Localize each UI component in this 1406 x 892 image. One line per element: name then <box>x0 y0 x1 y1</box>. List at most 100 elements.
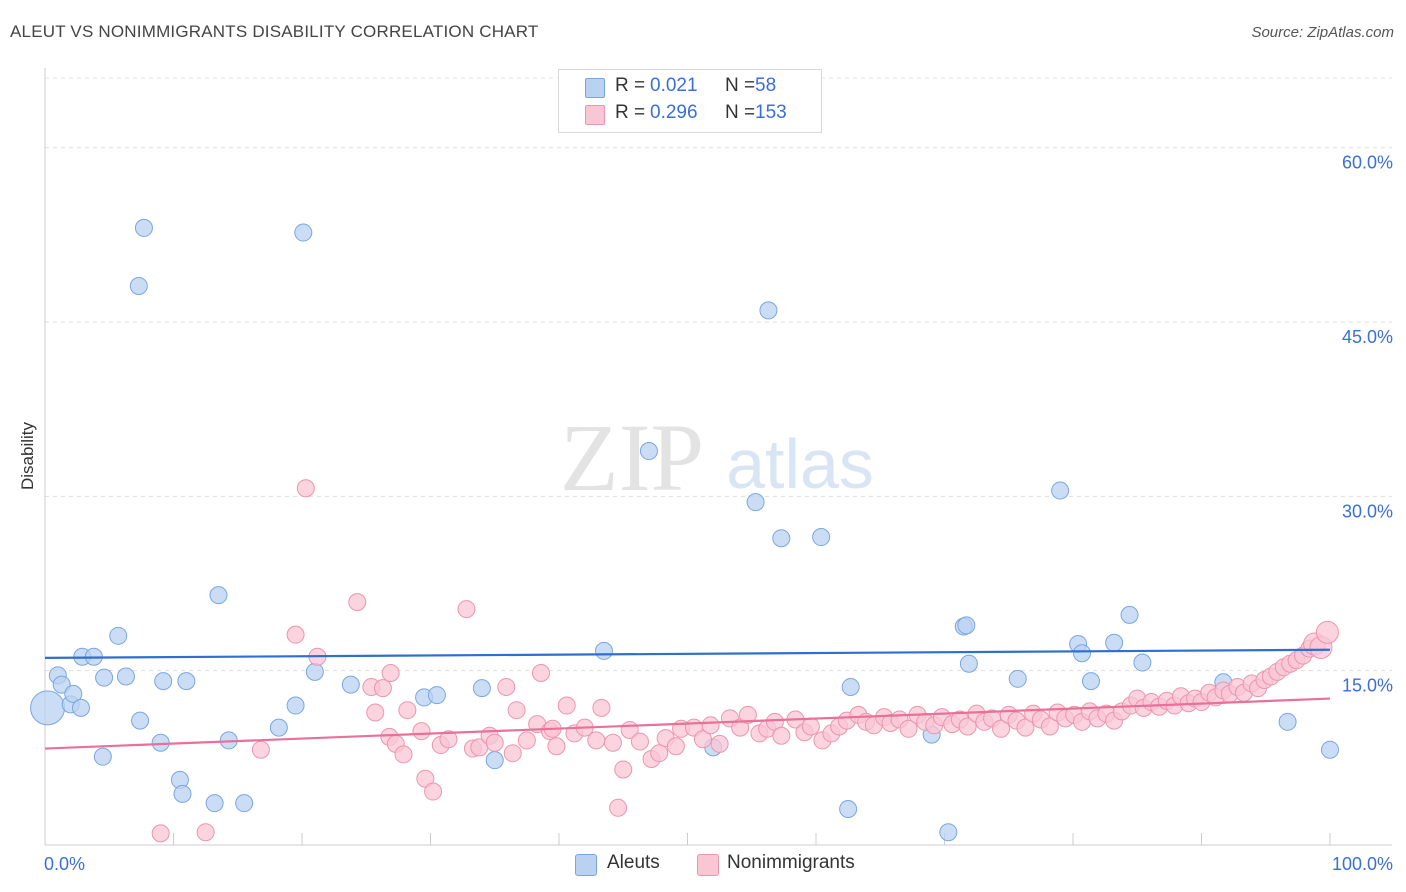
data-points <box>30 218 1339 843</box>
nonimmigrant-point <box>366 703 385 722</box>
aleut-point <box>772 529 791 548</box>
nonimmigrant-point <box>557 696 576 715</box>
aleut-point <box>131 711 150 730</box>
aleut-point <box>759 301 778 320</box>
aleut-point <box>959 654 978 673</box>
nonimmigrant-point <box>196 823 215 842</box>
legend-label-aleuts: Aleuts <box>607 852 660 873</box>
aleut-trend-line <box>44 648 1331 659</box>
legend-r-value: 0.296 <box>650 102 698 123</box>
nonimmigrant-point <box>899 719 918 738</box>
legend-swatch-aleuts <box>585 78 605 98</box>
nonimmigrant-point <box>348 593 367 612</box>
nonimmigrant-point <box>738 705 757 724</box>
nonimmigrant-point <box>394 745 413 764</box>
legend-n-label: N = <box>725 75 756 96</box>
legend-row-aleuts: R = 0.021 N = 58 <box>559 73 821 101</box>
watermark: ZIP atlas <box>560 404 874 511</box>
trend-lines <box>44 648 1331 750</box>
aleut-point <box>1081 672 1100 691</box>
nonimmigrant-point <box>412 722 431 741</box>
y-tick-label: 45.0% <box>1342 327 1393 347</box>
aleut-point <box>71 698 90 717</box>
nonimmigrant-point <box>801 717 820 736</box>
nonimmigrant-point <box>650 744 669 763</box>
nonimmigrant-point <box>603 733 622 752</box>
nonimmigrant-point <box>424 782 443 801</box>
grid-lines <box>45 77 1392 672</box>
nonimmigrant-point <box>497 677 516 696</box>
aleut-point <box>64 684 83 703</box>
nonimmigrant-point <box>286 625 305 644</box>
legend-row-nonimmigrants: R = 0.296 N = 153 <box>559 100 821 128</box>
series-legend: Aleuts Nonimmigrants <box>0 852 1406 878</box>
nonimmigrant-point <box>609 798 628 817</box>
aleut-point <box>294 223 313 242</box>
aleut-point <box>1072 644 1091 663</box>
aleut-point <box>116 667 135 686</box>
nonimmigrant-point <box>296 479 315 498</box>
aleut-point <box>1051 481 1070 500</box>
aleut-point <box>939 823 958 842</box>
y-tick-label: 60.0% <box>1342 153 1393 173</box>
nonimmigrant-point <box>1016 718 1035 737</box>
source-label: Source: ZipAtlas.com <box>1251 24 1394 41</box>
aleut-point <box>173 784 192 803</box>
aleut-point <box>1008 669 1027 688</box>
nonimmigrant-point <box>772 726 791 745</box>
nonimmigrant-point <box>532 664 551 683</box>
legend-r-label: R = <box>615 75 646 96</box>
aleut-point <box>1120 605 1139 624</box>
nonimmigrant-point <box>503 744 522 763</box>
aleut-point <box>485 751 504 770</box>
chart-title: ALEUT VS NONIMMIGRANTS DISABILITY CORREL… <box>10 22 539 41</box>
legend-swatch-nonimmigrants <box>697 854 719 876</box>
aleut-point <box>305 662 324 681</box>
nonimmigrant-point <box>373 679 392 698</box>
nonimmigrant-point <box>398 701 417 720</box>
nonimmigrant-point <box>592 698 611 717</box>
legend-n-value: 58 <box>755 75 777 96</box>
legend-r-label: R = <box>615 102 646 123</box>
aleut-point <box>177 672 196 691</box>
aleut-point <box>269 718 288 737</box>
tick-labels: 15.0% 30.0% 45.0% 60.0% 0.0% 100.0% <box>44 153 1393 874</box>
nonimmigrant-point <box>457 600 476 619</box>
legend-n-value: 153 <box>755 102 787 123</box>
legend-swatch-aleuts <box>575 854 597 876</box>
nonimmigrant-point <box>1315 620 1339 644</box>
aleut-point <box>235 794 254 813</box>
correlation-legend: R = 0.021 N = 58 R = 0.296 N = 153 <box>558 69 822 133</box>
aleut-point <box>812 528 831 547</box>
aleut-point <box>1105 633 1124 652</box>
nonimmigrant-point <box>630 732 649 751</box>
aleut-point <box>472 679 491 698</box>
aleut-point <box>957 616 976 635</box>
y-tick-label: 30.0% <box>1342 501 1393 521</box>
y-tick-label: 15.0% <box>1342 676 1393 696</box>
nonimmigrant-point <box>693 730 712 749</box>
aleut-point <box>341 675 360 694</box>
aleut-point <box>1133 653 1152 672</box>
nonimmigrant-point <box>1040 717 1059 736</box>
x-tick-label: 100.0% <box>1332 854 1393 874</box>
aleut-point <box>93 747 112 766</box>
aleut-point <box>427 686 446 705</box>
nonimmigrant-point <box>666 737 685 756</box>
nonimmigrant-point <box>251 740 270 759</box>
nonimmigrant-point <box>958 717 977 736</box>
aleut-point <box>129 277 148 296</box>
aleut-point <box>205 794 224 813</box>
aleut-point <box>109 626 128 645</box>
nonimmigrant-point <box>507 701 526 720</box>
y-axis-label: Disability <box>18 421 37 491</box>
aleut-point <box>639 442 658 461</box>
nonimmigrant-point <box>151 824 170 843</box>
nonimmigrant-point <box>517 731 536 750</box>
aleut-point <box>30 690 66 726</box>
aleut-point <box>95 668 114 687</box>
aleut-point <box>1321 740 1339 759</box>
aleut-point <box>286 696 305 715</box>
x-tick-label: 0.0% <box>44 854 85 874</box>
